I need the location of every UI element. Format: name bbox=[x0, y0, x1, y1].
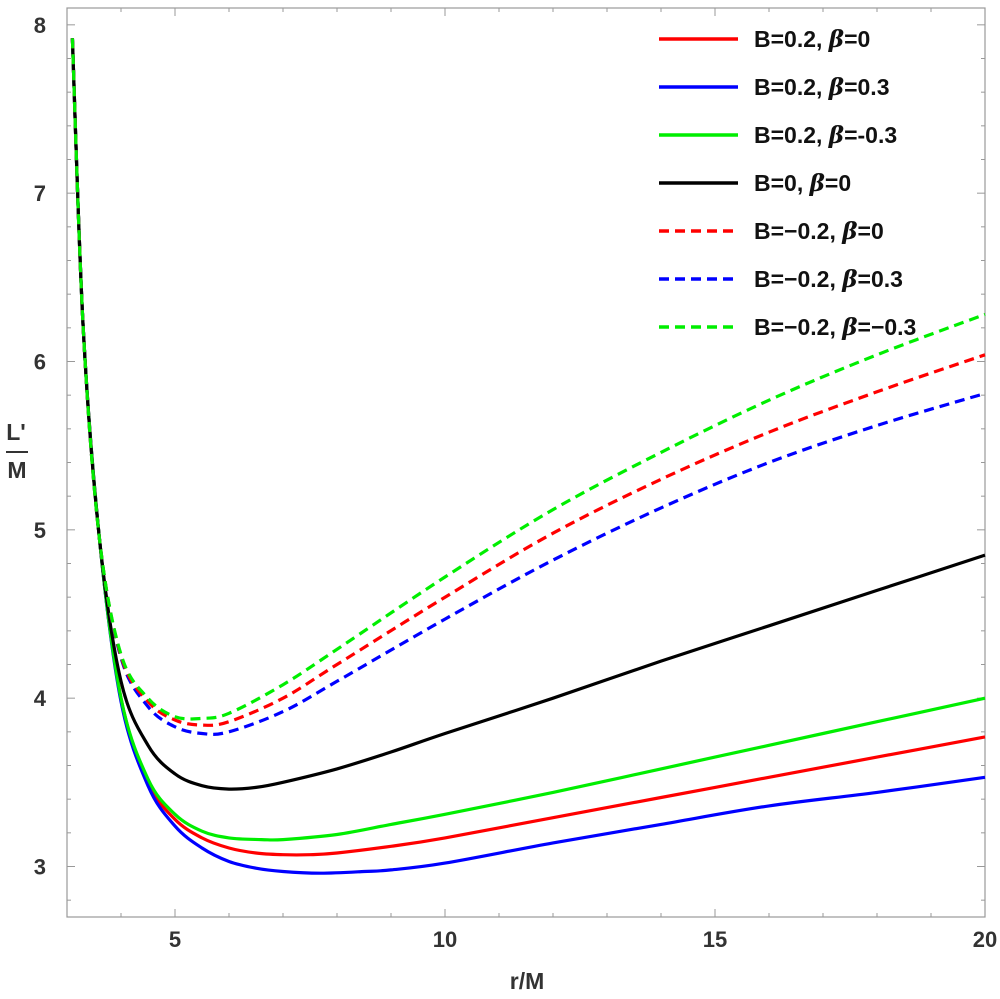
legend-label-7: B=−0.2, β=−0.3 bbox=[754, 314, 916, 341]
series-layer bbox=[70, 38, 986, 875]
legend-label-1: B=0.2, β=0 bbox=[754, 26, 870, 53]
legend-label-6: B=−0.2, β=0.3 bbox=[754, 266, 903, 293]
x-tick-label: 20 bbox=[973, 927, 997, 952]
y-tick-label: 8 bbox=[34, 13, 46, 38]
y-tick-label: 4 bbox=[34, 686, 47, 711]
series-line-7 bbox=[70, 38, 986, 721]
legend-label-2: B=0.2, β=0.3 bbox=[754, 74, 889, 101]
legend: B=0.2, β=0 B=0.2, β=0.3 B=0.2, β=-0.3 B=0, … bbox=[659, 26, 916, 341]
y-tick-label: 5 bbox=[34, 518, 46, 543]
legend-label-4: B=0, β=0 bbox=[754, 170, 851, 197]
legend-label-3: B=0.2, β=-0.3 bbox=[754, 122, 897, 149]
legend-label-5: B=−0.2, β=0 bbox=[754, 218, 884, 245]
y-axis-title-denominator: M bbox=[7, 457, 26, 483]
y-axis-title: L' M bbox=[6, 419, 28, 483]
tick-marks bbox=[66, 8, 986, 917]
y-axis-title-numerator: L' bbox=[6, 419, 26, 445]
y-tick-label: 6 bbox=[34, 350, 46, 375]
y-tick-label: 7 bbox=[34, 181, 46, 206]
x-tick-label: 10 bbox=[433, 927, 457, 952]
x-tick-label: 5 bbox=[169, 927, 181, 952]
tick-labels: 5 10 15 20 3 4 5 6 7 8 bbox=[34, 13, 997, 952]
x-axis-title: r/M bbox=[510, 968, 545, 994]
y-tick-label: 3 bbox=[34, 855, 46, 880]
x-tick-label: 15 bbox=[703, 927, 727, 952]
